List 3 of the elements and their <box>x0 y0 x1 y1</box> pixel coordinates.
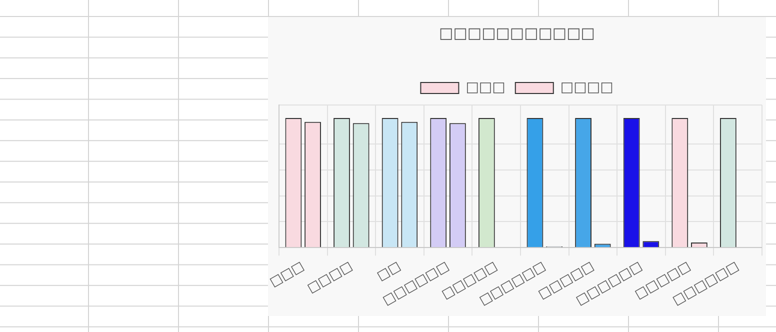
legend-label: □□□□ <box>560 80 614 96</box>
legend-label: □□□ <box>466 80 506 96</box>
chart-title: □□□□□□□□□□□ <box>439 24 595 42</box>
